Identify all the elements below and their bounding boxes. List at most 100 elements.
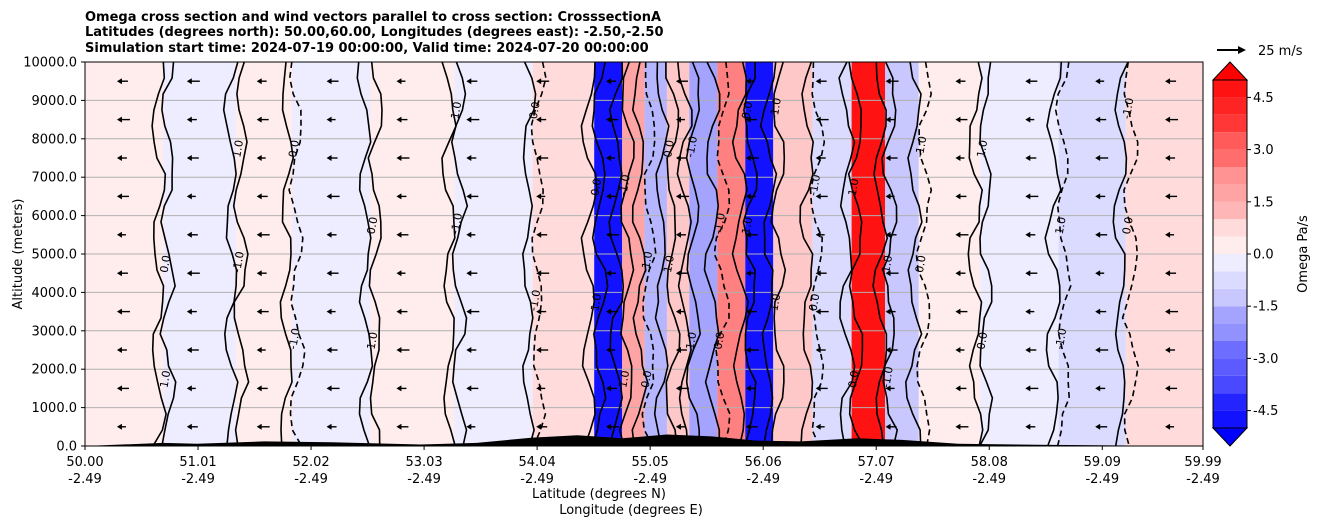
- colorbar-segment: [1213, 375, 1247, 394]
- contour-line: [653, 62, 670, 446]
- contour-line: [799, 62, 815, 446]
- y-tick-label: 1000.0: [32, 401, 78, 416]
- contour-line: [978, 62, 994, 446]
- contour-line: [770, 62, 787, 446]
- contour-line: [1112, 62, 1129, 446]
- wind-arrow: [885, 116, 896, 123]
- wind-arrow: [815, 347, 826, 353]
- wind-arrow: [745, 78, 755, 85]
- wind-arrow: [1165, 385, 1178, 392]
- x-tick-label-lon: -2.49: [1085, 472, 1119, 487]
- wind-arrow: [815, 423, 825, 430]
- wind-arrow: [186, 385, 196, 392]
- contour-label: 0.0: [365, 216, 381, 235]
- wind-arrow: [466, 385, 479, 392]
- wind-arrow: [745, 155, 759, 161]
- wind-arrow: [745, 270, 755, 277]
- wind-arrow: [326, 347, 338, 353]
- contour-label: 1.0: [365, 331, 381, 350]
- wind-arrow: [536, 193, 546, 200]
- contour-label: 0.0: [739, 101, 755, 120]
- wind-arrow: [606, 308, 619, 315]
- wind-arrow: [885, 423, 897, 430]
- wind-arrow: [955, 78, 966, 85]
- colorbar-segment: [1213, 288, 1247, 307]
- x-tick-label-lon: -2.49: [294, 472, 328, 487]
- wind-arrow: [1095, 423, 1108, 430]
- contour-label: 1.0: [661, 254, 677, 273]
- contour-line: [618, 62, 635, 446]
- wind-arrow: [326, 231, 337, 238]
- colorbar-segment: [1213, 219, 1247, 237]
- contour-line: [232, 62, 250, 446]
- wind-arrow: [1025, 193, 1039, 200]
- wind-arrow: [466, 78, 478, 85]
- contour-line: [356, 62, 374, 446]
- contour-line: [591, 62, 609, 446]
- contour-label: 1.0: [1053, 216, 1069, 235]
- colorbar-tick-label: -4.5: [1253, 404, 1278, 419]
- wind-arrow: [815, 385, 828, 392]
- wind-arrow: [1025, 270, 1038, 277]
- contour-label: -1.0: [639, 250, 656, 273]
- wind-arrow: [256, 347, 266, 353]
- wind-arrow: [1165, 155, 1176, 161]
- x-tick-label-lat: 55.05: [632, 455, 669, 470]
- x-tick-label-lat: 50.00: [66, 455, 103, 470]
- wind-arrow: [256, 308, 269, 315]
- wind-arrow: [1095, 193, 1106, 200]
- wind-arrow: [466, 270, 478, 277]
- wind-arrow: [955, 385, 967, 392]
- wind-arrow: [116, 231, 126, 238]
- wind-arrow: [396, 231, 409, 238]
- wind-arrow: [675, 270, 688, 277]
- wind-arrow: [1095, 78, 1105, 85]
- x-axis: 50.00 -2.49 51.01 -2.49 52.02 -2.49 53.03 -2.49…: [66, 446, 1222, 487]
- y-tick-label: 8000.0: [32, 132, 78, 147]
- contour-line: [665, 62, 681, 446]
- wind-arrow: [116, 155, 127, 161]
- wind-arrow: [186, 423, 198, 430]
- colorbar-segment: [1213, 393, 1247, 411]
- title-line-1: Omega cross section and wind vectors par…: [85, 10, 661, 25]
- contour-label: -1.0: [1053, 327, 1070, 350]
- contour-label: 0.0: [846, 369, 862, 388]
- wind-arrow: [1095, 347, 1109, 353]
- wind-arrow: [256, 385, 268, 392]
- wind-arrow: [466, 308, 480, 315]
- colorbar-segment: [1213, 254, 1247, 272]
- wind-arrow: [256, 231, 270, 238]
- contour-labels: 0.0 1.0 1.0 -1.0 -1.0 0.0 0.0 1.0 1.0 -1.0 -1.0 0.0…: [157, 97, 1136, 389]
- colorbar-segment: [1213, 149, 1247, 167]
- wind-arrow: [1095, 116, 1107, 123]
- wind-arrow: [606, 116, 619, 123]
- wind-arrow: [326, 155, 338, 161]
- wind-arrow: [326, 385, 340, 392]
- contour-line: [641, 62, 657, 446]
- wind-arrow: [536, 78, 550, 85]
- contour-line: [159, 62, 177, 446]
- wind-arrow: [116, 78, 128, 85]
- wind-vectors: [116, 78, 1179, 430]
- x-tick-label-lon: -2.49: [1186, 472, 1220, 487]
- wind-arrow: [606, 193, 618, 200]
- x-tick-label-lon: -2.49: [633, 472, 667, 487]
- wind-arrow: [745, 423, 758, 430]
- wind-arrow: [466, 423, 476, 430]
- wind-arrow: [885, 347, 898, 353]
- wind-arrow: [606, 270, 617, 277]
- colorbar-label: Omega Pa/s: [1296, 215, 1311, 293]
- wind-arrow: [116, 193, 129, 200]
- wind-arrow: [606, 347, 616, 353]
- x-tick-label-lon: -2.49: [407, 472, 441, 487]
- contour-label: 0.0: [286, 139, 302, 158]
- wind-arrow: [815, 155, 826, 161]
- y-axis-label: Altitude (meters): [11, 199, 26, 310]
- terrain: [85, 434, 1203, 446]
- x-tick-label-lon: -2.49: [746, 472, 780, 487]
- contour-line: [608, 62, 625, 446]
- wind-arrow: [1095, 155, 1109, 161]
- wind-arrow: [536, 116, 547, 123]
- x-tick-label-lat: 59.99: [1184, 455, 1221, 470]
- wind-arrow: [885, 270, 899, 277]
